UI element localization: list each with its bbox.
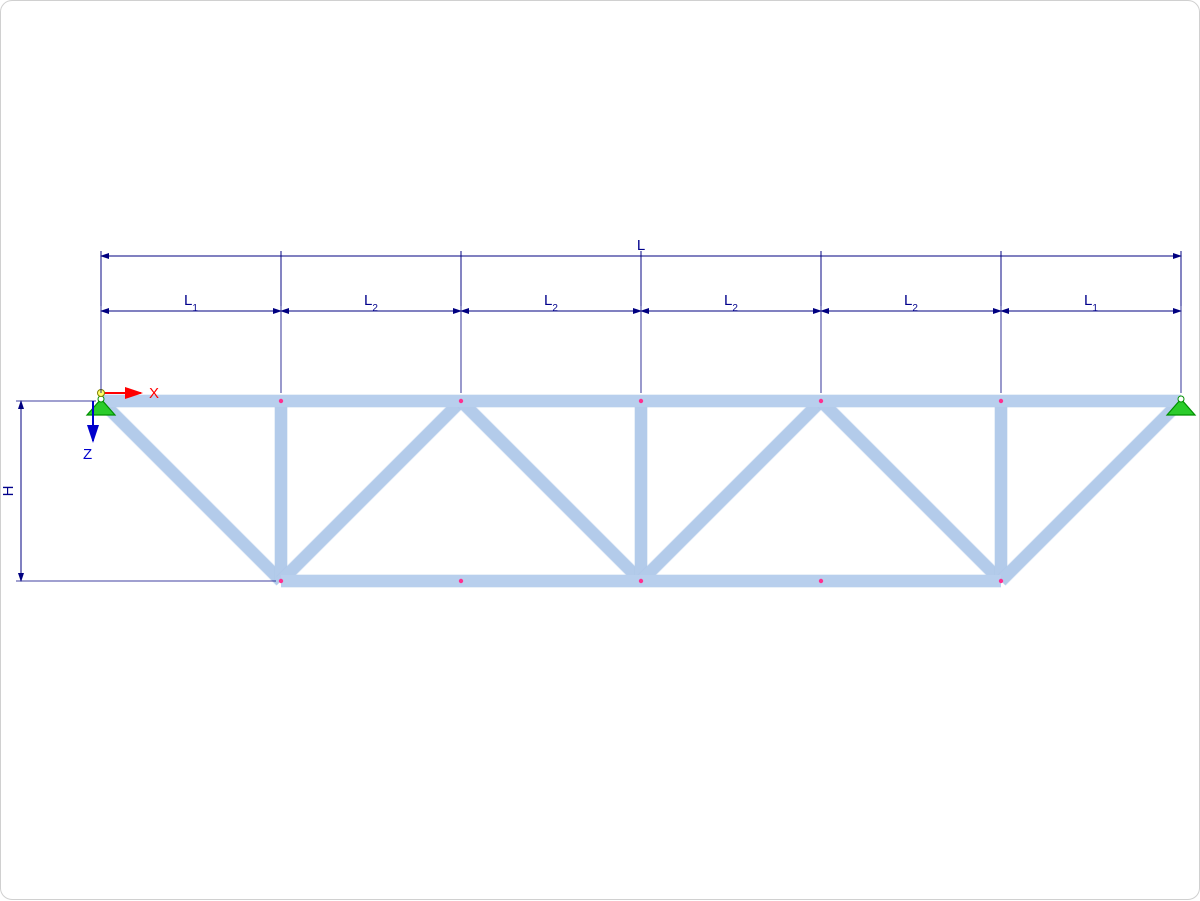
dim-segment-label: L1	[184, 292, 198, 314]
truss-members	[101, 401, 1181, 581]
node	[999, 399, 1003, 403]
node	[819, 579, 823, 583]
node	[999, 579, 1003, 583]
node	[639, 399, 643, 403]
dim-segment-label: L2	[904, 292, 918, 314]
dim-segment-label: L1	[1084, 292, 1098, 314]
node	[459, 399, 463, 403]
truss-diagram: XZLL1L2L2L2L2L1H	[1, 1, 1200, 901]
dim-height-label: H	[1, 486, 17, 497]
diagram-frame: XZLL1L2L2L2L2L1H	[0, 0, 1200, 900]
dim-segment-label: L2	[544, 292, 558, 314]
dim-segment-label: L2	[364, 292, 378, 314]
dim-segment-label: L2	[724, 292, 738, 314]
axis-z-label: Z	[83, 446, 92, 463]
node	[279, 399, 283, 403]
node	[459, 579, 463, 583]
axis-x-label: X	[149, 385, 159, 402]
node	[279, 579, 283, 583]
node	[639, 579, 643, 583]
node	[819, 399, 823, 403]
